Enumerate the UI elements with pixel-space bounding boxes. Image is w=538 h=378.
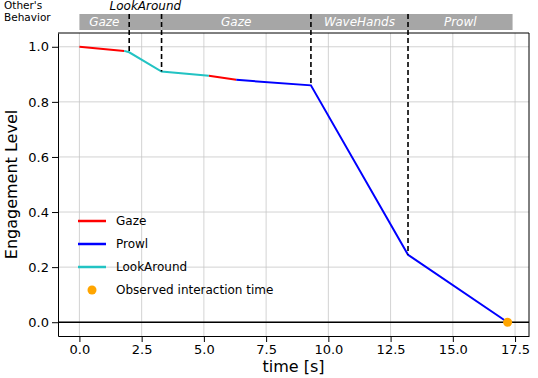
x-tick: 15.0 bbox=[439, 336, 468, 357]
x-tick-label: 10.0 bbox=[314, 342, 343, 357]
y-tick: 0.2 bbox=[28, 260, 58, 275]
behavior-boundary bbox=[310, 14, 312, 85]
grid-line-x bbox=[515, 33, 516, 336]
x-tick-label: 0.0 bbox=[70, 342, 91, 357]
series-line bbox=[79, 47, 236, 80]
y-axis-title: Engagement Level bbox=[2, 110, 21, 259]
y-tick-mark bbox=[52, 267, 58, 268]
grid-line-x bbox=[452, 33, 453, 336]
grid-line-x bbox=[79, 33, 80, 336]
x-tick-mark bbox=[266, 336, 267, 342]
behavior-boundary bbox=[161, 14, 163, 72]
x-tick-mark bbox=[142, 336, 143, 342]
x-tick-label: 17.5 bbox=[501, 342, 530, 357]
legend: Gaze Prowl LookAround Observed interaction … bbox=[78, 214, 273, 297]
y-tick-label: 1.0 bbox=[28, 39, 49, 54]
legend-label: LookAround bbox=[116, 260, 187, 274]
legend-item: Prowl bbox=[78, 237, 148, 251]
legend-line bbox=[78, 243, 106, 246]
y-tick-mark bbox=[52, 47, 58, 48]
y-tick-mark bbox=[52, 322, 58, 323]
behavior-segment bbox=[311, 14, 408, 30]
y-tick: 0.6 bbox=[28, 150, 58, 165]
frame-right bbox=[529, 33, 530, 336]
grid bbox=[58, 33, 529, 336]
legend-marker bbox=[88, 286, 97, 295]
behavior-label: WaveHands bbox=[324, 15, 395, 29]
x-tick-mark bbox=[515, 336, 516, 342]
behavior-segment bbox=[79, 14, 129, 30]
x-tick: 2.5 bbox=[132, 336, 153, 357]
y-tick-mark bbox=[52, 212, 58, 213]
x-tick: 12.5 bbox=[377, 336, 406, 357]
x-axis-title: time [s] bbox=[262, 357, 324, 376]
series-line bbox=[124, 51, 209, 76]
series-line bbox=[236, 80, 507, 322]
y-tick: 0.0 bbox=[28, 315, 58, 330]
x-tick-label: 15.0 bbox=[439, 342, 468, 357]
y-tick-label: 0.2 bbox=[28, 260, 49, 275]
behavior-boundary bbox=[407, 14, 409, 255]
x-axis: 0.0 2.5 5.0 7.5 10.0 12.5 15.0 17.5 bbox=[59, 336, 531, 357]
x-tick-mark bbox=[391, 336, 392, 342]
chart: 0.0 2.5 5.0 7.5 10.0 12.5 15.0 17.5 0.0 0.2 0.4 0.6… bbox=[0, 0, 538, 378]
y-tick-label: 0.6 bbox=[28, 150, 49, 165]
behavior-band: Gaze LookAround Gaze WaveHands Prowl bbox=[79, 0, 512, 30]
y-tick-label: 0.8 bbox=[28, 95, 49, 110]
y-tick: 0.4 bbox=[28, 205, 58, 220]
legend-label: Observed interaction time bbox=[116, 283, 273, 297]
behavior-segment bbox=[162, 14, 311, 30]
x-axis-line bbox=[59, 336, 530, 337]
legend-line bbox=[78, 266, 106, 269]
x-tick: 5.0 bbox=[194, 336, 215, 357]
legend-item: Gaze bbox=[78, 214, 146, 228]
grid-line-y bbox=[58, 156, 529, 157]
x-tick-label: 5.0 bbox=[194, 342, 215, 357]
plot-area bbox=[58, 47, 529, 327]
band-title: Behavior bbox=[4, 11, 51, 23]
legend-line bbox=[78, 220, 106, 223]
x-tick-mark bbox=[453, 336, 454, 342]
x-tick: 0.0 bbox=[70, 336, 91, 357]
grid-line-x bbox=[328, 33, 329, 336]
y-tick: 0.8 bbox=[28, 95, 58, 110]
legend-item: LookAround bbox=[78, 260, 187, 274]
legend-item: Observed interaction time bbox=[88, 283, 274, 297]
y-axis: 0.0 0.2 0.4 0.6 0.8 1.0 bbox=[28, 34, 58, 337]
band-title: Other's bbox=[4, 0, 42, 11]
grid-line-y bbox=[58, 101, 529, 102]
grid-line-y bbox=[58, 212, 529, 213]
behavior-label: LookAround bbox=[110, 0, 182, 13]
behavior-label: Prowl bbox=[444, 15, 477, 29]
behavior-label: Gaze bbox=[89, 15, 119, 29]
x-tick-label: 7.5 bbox=[256, 342, 277, 357]
y-tick: 1.0 bbox=[28, 39, 58, 54]
y-tick-label: 0.4 bbox=[28, 205, 49, 220]
x-tick-label: 12.5 bbox=[377, 342, 406, 357]
x-tick-mark bbox=[204, 336, 205, 342]
behavior-label: Gaze bbox=[221, 15, 251, 29]
behavior-boundary bbox=[128, 14, 130, 52]
grid-line-x bbox=[390, 33, 391, 336]
y-axis-line bbox=[58, 34, 59, 337]
legend-label: Prowl bbox=[116, 237, 148, 251]
legend-label: Gaze bbox=[116, 214, 146, 228]
y-tick-mark bbox=[52, 157, 58, 158]
x-tick: 10.0 bbox=[314, 336, 343, 357]
y-tick-label: 0.0 bbox=[28, 315, 49, 330]
x-tick: 17.5 bbox=[501, 336, 530, 357]
y-tick-mark bbox=[52, 102, 58, 103]
grid-line-y bbox=[58, 322, 529, 323]
behavior-segment bbox=[129, 14, 161, 30]
observed-point bbox=[503, 318, 512, 327]
x-tick-label: 2.5 bbox=[132, 342, 153, 357]
reference-line bbox=[58, 321, 529, 323]
x-tick-mark bbox=[79, 336, 80, 342]
x-tick-mark bbox=[328, 336, 329, 342]
x-tick: 7.5 bbox=[256, 336, 277, 357]
behavior-segment bbox=[408, 14, 513, 30]
